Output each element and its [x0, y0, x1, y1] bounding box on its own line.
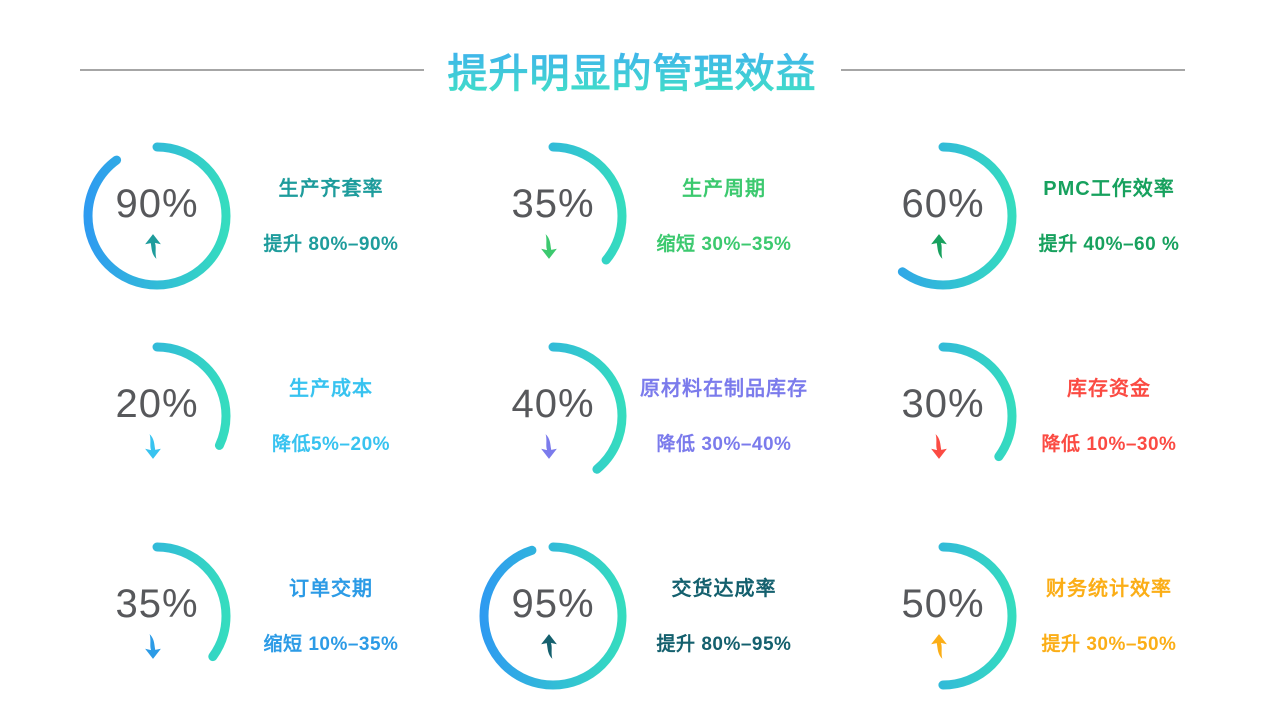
metric-change: 提升 80%–95% [656, 634, 792, 655]
metric-label: PMC工作效率 [1043, 178, 1175, 200]
up-arrow-icon [541, 634, 557, 659]
metric-card: 20% 生产成本 降低5%–20% [82, 316, 478, 516]
metric-change: 缩短 10%–35% [263, 634, 399, 655]
progress-ring: 30% [868, 341, 1018, 491]
ring-arc-chart [83, 542, 231, 690]
metric-value: 90% [115, 182, 199, 226]
ring-center: 50% [868, 541, 1018, 691]
ring-center: 60% [868, 141, 1018, 291]
progress-ring: 60% [868, 141, 1018, 291]
metric-label: 原材料在制品库存 [640, 378, 808, 400]
metric-card: 95% 交货达成率 提升 80%–95% [478, 516, 868, 710]
metric-change: 提升 40%–60 % [1038, 234, 1180, 255]
metric-value: 60% [901, 182, 985, 226]
down-arrow-icon [145, 434, 161, 459]
progress-ring: 20% [82, 341, 232, 491]
metric-change: 降低 10%–30% [1041, 434, 1177, 455]
metrics-grid: 90% 生产齐套率 提升 80%–90% 35% 生产周期 缩短 30%–35% [82, 116, 1264, 710]
ring-center: 35% [478, 141, 628, 291]
metric-card: 50% 财务统计效率 提升 30%–50% [868, 516, 1248, 710]
metric-label: 订单交期 [289, 578, 373, 600]
down-arrow-icon [541, 434, 557, 459]
metric-labels: 生产齐套率 提升 80%–90% [232, 172, 478, 260]
metric-change: 降低 30%–40% [656, 434, 792, 455]
title-divider-left [79, 69, 424, 71]
metric-label: 交货达成率 [671, 578, 777, 600]
metric-label: 生产齐套率 [278, 178, 384, 200]
ring-arc-chart [83, 342, 231, 490]
up-arrow-icon [931, 234, 947, 259]
down-arrow-icon [931, 434, 947, 459]
metric-value: 50% [901, 582, 985, 626]
metric-value: 95% [511, 582, 595, 626]
ring-arc-chart [869, 142, 1017, 290]
metric-value: 40% [511, 382, 595, 426]
up-arrow-icon [145, 234, 161, 259]
metric-value: 35% [115, 582, 199, 626]
progress-ring: 50% [868, 541, 1018, 691]
progress-ring: 95% [478, 541, 628, 691]
ring-center: 30% [868, 341, 1018, 491]
up-arrow-icon [931, 634, 947, 659]
metric-value: 35% [511, 182, 595, 226]
metric-label: 库存资金 [1067, 378, 1151, 400]
ring-center: 35% [82, 541, 232, 691]
ring-arc-chart [869, 542, 1017, 690]
metric-change: 缩短 30%–35% [656, 234, 792, 255]
ring-arc-chart [479, 142, 627, 290]
metric-labels: 库存资金 降低 10%–30% [1018, 372, 1248, 460]
slide-header: 提升明显的管理效益 [0, 0, 1264, 116]
page-title: 提升明显的管理效益 [448, 41, 817, 99]
metric-card: 30% 库存资金 降低 10%–30% [868, 316, 1248, 516]
down-arrow-icon [145, 634, 161, 659]
ring-center: 20% [82, 341, 232, 491]
down-arrow-icon [541, 234, 557, 259]
metric-labels: 财务统计效率 提升 30%–50% [1018, 572, 1248, 660]
metric-value: 30% [901, 382, 985, 426]
metric-labels: PMC工作效率 提升 40%–60 % [1018, 172, 1248, 260]
progress-ring: 90% [82, 141, 232, 291]
ring-arc-chart [479, 342, 627, 490]
metric-label: 生产周期 [682, 178, 766, 200]
metric-change: 提升 80%–90% [263, 234, 399, 255]
metric-card: 35% 生产周期 缩短 30%–35% [478, 116, 868, 316]
ring-arc-chart [479, 542, 627, 690]
progress-ring: 40% [478, 341, 628, 491]
metric-card: 35% 订单交期 缩短 10%–35% [82, 516, 478, 710]
ring-arc-chart [869, 342, 1017, 490]
metric-labels: 订单交期 缩短 10%–35% [232, 572, 478, 660]
title-divider-right [840, 69, 1185, 71]
metric-value: 20% [115, 382, 199, 426]
progress-ring: 35% [478, 141, 628, 291]
metric-labels: 生产周期 缩短 30%–35% [628, 172, 868, 260]
metric-change: 提升 30%–50% [1041, 634, 1177, 655]
ring-center: 90% [82, 141, 232, 291]
progress-ring: 35% [82, 541, 232, 691]
metric-label: 生产成本 [289, 378, 373, 400]
metric-labels: 原材料在制品库存 降低 30%–40% [628, 372, 868, 460]
metric-labels: 生产成本 降低5%–20% [232, 372, 478, 460]
metric-card: 40% 原材料在制品库存 降低 30%–40% [478, 316, 868, 516]
metric-label: 财务统计效率 [1046, 578, 1172, 600]
metric-card: 90% 生产齐套率 提升 80%–90% [82, 116, 478, 316]
ring-center: 40% [478, 341, 628, 491]
metric-card: 60% PMC工作效率 提升 40%–60 % [868, 116, 1248, 316]
ring-arc-chart [83, 142, 231, 290]
ring-center: 95% [478, 541, 628, 691]
metric-labels: 交货达成率 提升 80%–95% [628, 572, 868, 660]
metric-change: 降低5%–20% [271, 434, 391, 455]
